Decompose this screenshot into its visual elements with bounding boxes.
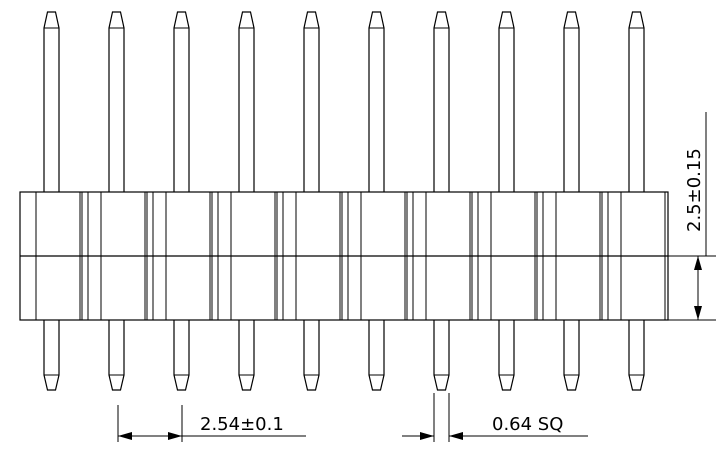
header-body: [19, 191, 669, 321]
body-segment: [35, 192, 89, 320]
body-segment: [230, 192, 284, 320]
body-segment: [620, 192, 666, 320]
pin: [368, 11, 385, 391]
body-height-dimension-label: 2.5±0.15: [684, 148, 705, 232]
pin: [238, 11, 255, 391]
body-segment: [100, 192, 154, 320]
body-segment: [425, 192, 479, 320]
pin: [108, 11, 125, 391]
body-segment: [165, 192, 219, 320]
pin: [303, 11, 320, 391]
pin: [563, 11, 580, 391]
pin: [173, 11, 190, 391]
body-segment: [555, 192, 609, 320]
pin-size-dimension-label: 0.64 SQ: [492, 414, 563, 435]
pin: [433, 11, 450, 391]
pin-size-dimension: 0.64 SQ: [402, 393, 588, 442]
body-segment: [295, 192, 349, 320]
pin: [43, 11, 60, 391]
body-height-dimension: 2.5±0.15: [668, 112, 716, 321]
pitch-dimension-label: 2.54±0.1: [200, 414, 284, 435]
pin: [498, 11, 515, 391]
body-segment: [360, 192, 414, 320]
pin: [628, 11, 645, 391]
body-segment: [490, 192, 544, 320]
pitch-dimension: 2.54±0.1: [117, 405, 306, 442]
pins-group: [43, 11, 645, 391]
